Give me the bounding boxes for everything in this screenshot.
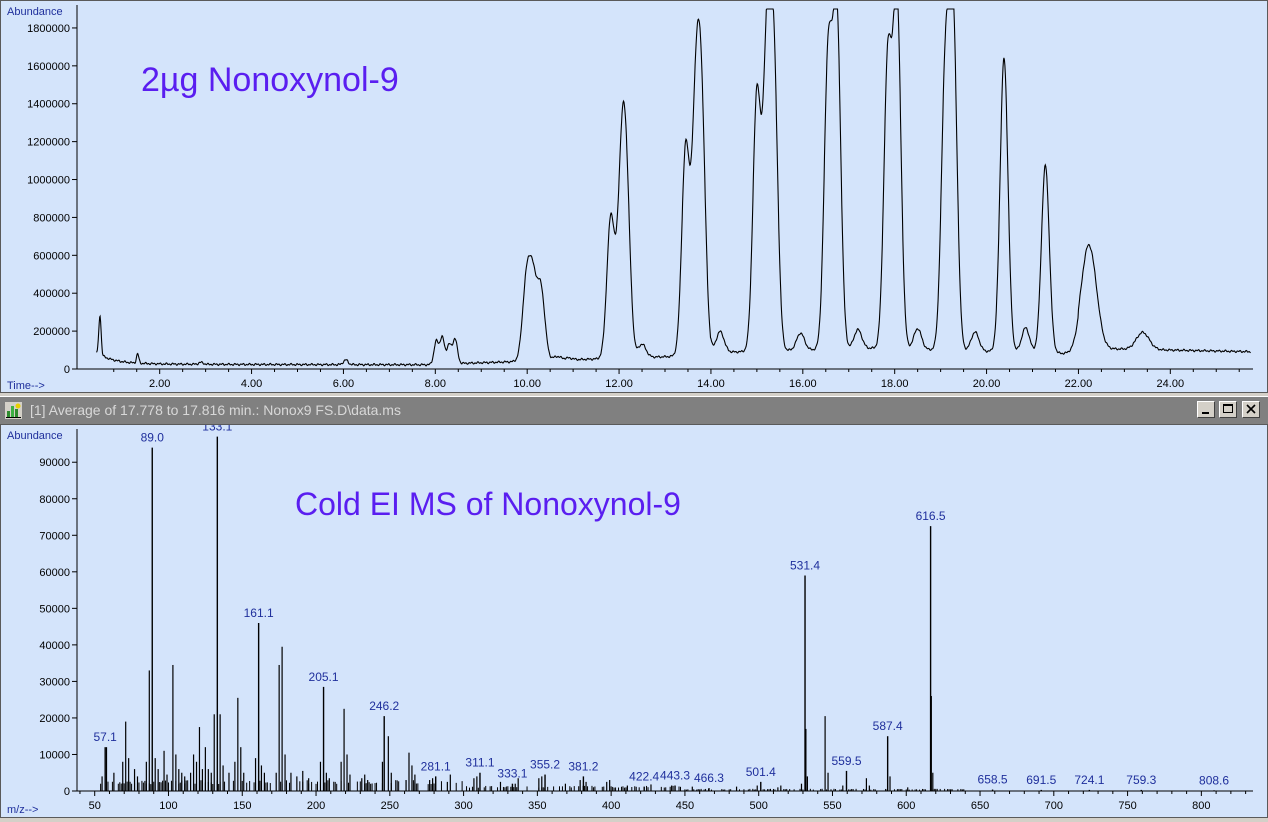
spectrum-x-tick-label: 800: [1192, 800, 1210, 812]
spectrum-xlabel: m/z-->: [7, 804, 38, 816]
chromatogram-y-tick-label: 800000: [33, 212, 70, 224]
minimize-button[interactable]: [1197, 401, 1215, 418]
minimize-icon: [1202, 412, 1209, 414]
spectrum-y-tick-label: 0: [64, 786, 70, 798]
chromatogram-ylabel: Abundance: [7, 6, 63, 18]
spectrum-peak-label: 501.4: [746, 765, 776, 779]
spectrum-peak-label: 311.1: [465, 756, 494, 770]
spectrum-peak-label: 443.3: [660, 769, 690, 783]
chromatogram-y-tick-label: 0: [64, 364, 70, 376]
spectrum-peak-label: 691.5: [1026, 773, 1056, 787]
spectrum-peak-label: 57.1: [94, 730, 118, 744]
chromatogram-y-tick-label: 400000: [33, 288, 70, 300]
mass-spectrum-chart: 0 10000 20000 30000 40000 50000 60000 70000 8000…: [7, 420, 1253, 816]
chromatogram-pane: 0 200000 400000 600000 800000 1000000 1200000 1…: [0, 0, 1268, 393]
chromatogram-x-tick-label: 16.00: [789, 378, 817, 390]
spectrum-peak-label: 89.0: [141, 431, 165, 445]
chromatogram-y-tick-label: 1000000: [27, 175, 70, 187]
spectrum-y-tick-label: 10000: [39, 749, 70, 761]
spectrum-peak-label: 658.5: [978, 773, 1008, 787]
chromatogram-y-tick-label: 200000: [33, 326, 70, 338]
spectrum-title: Cold EI MS of Nonoxynol-9: [295, 486, 681, 522]
spectrum-peak-label: 466.3: [694, 771, 724, 785]
spectrum-peak-label: 161.1: [244, 606, 274, 620]
chromatogram-x-tick-label: 8.00: [425, 378, 446, 390]
chromatogram-x-tick-label: 6.00: [333, 378, 354, 390]
spectrum-y-tick-label: 90000: [39, 457, 70, 469]
spectrum-peak-label: 616.5: [916, 509, 946, 523]
chemstation-app-icon: [5, 402, 22, 419]
spectrum-peak-label: 422.4: [629, 770, 659, 784]
spectrum-y-tick-label: 70000: [39, 530, 70, 542]
chromatogram-x-tick-label: 4.00: [241, 378, 262, 390]
spectrum-x-tick-label: 700: [1045, 800, 1063, 812]
spectrum-x-tick-label: 50: [89, 800, 101, 812]
spectrum-x-tick-label: 200: [307, 800, 325, 812]
spectrum-y-tick-label: 40000: [39, 640, 70, 652]
chromatogram-trace: [96, 8, 1251, 367]
spectrum-x-tick-label: 250: [381, 800, 399, 812]
spectrum-peak-label: 355.2: [530, 758, 560, 772]
spectrum-x-tick-label: 300: [454, 800, 472, 812]
spectrum-y-tick-label: 20000: [39, 713, 70, 725]
spectrum-x-tick-label: 400: [602, 800, 620, 812]
spectrum-x-tick-label: 550: [823, 800, 841, 812]
maximize-button[interactable]: [1219, 401, 1237, 418]
spectrum-y-tick-label: 80000: [39, 494, 70, 506]
maximize-icon: [1223, 404, 1233, 413]
chromatogram-y-tick-label: 1200000: [27, 137, 70, 149]
spectrum-x-tick-label: 600: [897, 800, 915, 812]
spectrum-x-tick-label: 350: [528, 800, 546, 812]
spectrum-x-tick-label: 450: [676, 800, 694, 812]
close-button[interactable]: [1242, 401, 1260, 418]
spectrum-peak-label: 205.1: [309, 670, 339, 684]
spectrum-x-tick-label: 100: [159, 800, 177, 812]
spectrum-peak-label: 381.2: [568, 759, 598, 773]
spectrum-peak-label: 133.1: [202, 425, 232, 434]
spectrum-peak-label: 759.3: [1126, 773, 1156, 787]
spectrum-x-tick-label: 650: [971, 800, 989, 812]
spectrum-x-tick-label: 150: [233, 800, 251, 812]
spectrum-peak-label: 587.4: [873, 719, 903, 733]
spectrum-window-title: [1] Average of 17.778 to 17.816 min.: No…: [30, 402, 401, 418]
spectrum-peak-label: 333.1: [497, 767, 527, 781]
spectrum-y-tick-label: 50000: [39, 603, 70, 615]
spectrum-peak-label: 724.1: [1074, 773, 1104, 787]
spectrum-y-tick-label: 60000: [39, 567, 70, 579]
spectrum-window-titlebar[interactable]: [1] Average of 17.778 to 17.816 min.: No…: [0, 396, 1268, 424]
spectrum-x-tick-label: 750: [1118, 800, 1136, 812]
spectrum-peak-label: 559.5: [831, 754, 861, 768]
spectrum-x-tick-label: 500: [750, 800, 768, 812]
chromatogram-x-tick-label: 2.00: [149, 378, 170, 390]
close-icon: [1246, 404, 1256, 414]
spectrum-peak-label: 281.1: [421, 759, 451, 773]
chromatogram-x-tick-label: 18.00: [881, 378, 909, 390]
chromatogram-x-tick-label: 22.00: [1065, 378, 1093, 390]
spectrum-y-tick-label: 30000: [39, 676, 70, 688]
chromatogram-y-tick-label: 600000: [33, 250, 70, 262]
chromatogram-x-tick-label: 20.00: [973, 378, 1001, 390]
chromatogram-x-tick-label: 14.00: [697, 378, 725, 390]
spectrum-peak-label: 531.4: [790, 558, 820, 572]
chromatogram-title: 2µg Nonoxynol-9: [141, 61, 399, 99]
spectrum-pane: 0 10000 20000 30000 40000 50000 60000 70000 8000…: [0, 420, 1268, 818]
chromatogram-x-tick-label: 10.00: [513, 378, 541, 390]
spectrum-ylabel: Abundance: [7, 430, 63, 442]
chromatogram-y-tick-label: 1800000: [27, 23, 70, 35]
chromatogram-chart: 0 200000 400000 600000 800000 1000000 1200000 1…: [7, 5, 1253, 392]
chromatogram-x-tick-label: 12.00: [605, 378, 633, 390]
spectrum-peak-label: 246.2: [369, 699, 399, 713]
chromatogram-x-tick-label: 24.00: [1157, 378, 1185, 390]
chromatogram-xlabel: Time-->: [7, 380, 45, 392]
chromatogram-y-tick-label: 1600000: [27, 61, 70, 73]
spectrum-peak-label: 808.6: [1199, 773, 1229, 787]
chromatogram-y-tick-label: 1400000: [27, 99, 70, 111]
